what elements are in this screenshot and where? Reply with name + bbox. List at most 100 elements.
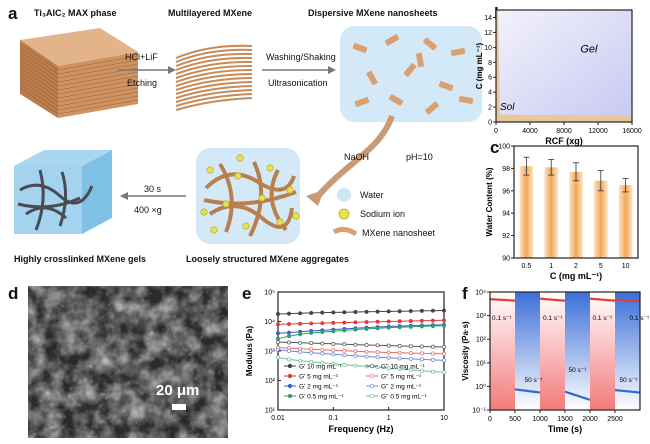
- data-point: [442, 344, 446, 349]
- data-point: [408, 351, 413, 356]
- legend-marker: [287, 363, 293, 369]
- data-point: [430, 318, 435, 323]
- schematic-a: [14, 26, 482, 244]
- data-point: [386, 325, 391, 330]
- data-point: [298, 311, 303, 316]
- y-tick-label: 98: [502, 166, 510, 173]
- x-tick-label: 10: [622, 263, 630, 270]
- viscosity-segment: [514, 388, 541, 394]
- data-point: [309, 321, 314, 326]
- data-point: [309, 310, 314, 315]
- arrow-washing: [262, 66, 336, 74]
- legend-marker: [287, 373, 293, 379]
- legend-entry: G' 0.5 mg mL⁻¹: [299, 394, 344, 401]
- arrow-centrifuge: [120, 192, 186, 200]
- data-point: [276, 331, 280, 336]
- data-point: [309, 359, 314, 364]
- data-point: [397, 344, 402, 348]
- data-point: [386, 366, 391, 371]
- data-point: [320, 351, 325, 356]
- data-point: [419, 318, 424, 323]
- data-point: [298, 340, 303, 345]
- x-tick-label: 10: [440, 415, 448, 422]
- y-tick-label: 96: [502, 188, 510, 195]
- data-point: [320, 341, 325, 346]
- legend-sodium-swatch: [338, 208, 350, 220]
- gel-cube: [14, 150, 112, 234]
- data-point: [353, 342, 358, 347]
- data-point: [320, 310, 325, 315]
- y-tick-label: 0: [488, 120, 492, 127]
- data-point: [364, 343, 369, 347]
- legend-entry: G'' 5 mg mL⁻¹: [381, 374, 422, 381]
- data-point: [419, 344, 424, 349]
- viscosity-segment: [564, 390, 591, 401]
- y-tick-label: 10: [484, 45, 492, 52]
- chart-e: 0.01 0.1 1 10 10¹ 10² 10³ 10⁴ 10⁵ Frequency (Hz) M…: [245, 290, 448, 435]
- legend-marker: [287, 383, 293, 389]
- data-point: [353, 320, 358, 325]
- x-tick-label: 0: [494, 128, 498, 135]
- data-point: [287, 334, 291, 339]
- legend-marker: [369, 393, 375, 399]
- y-tick-label: 10³: [265, 349, 276, 356]
- max-phase-title: Ti₃AlC₂ MAX phase: [34, 8, 117, 18]
- legend-entry: G' 2 mg mL⁻¹: [299, 384, 339, 391]
- data-point: [287, 311, 291, 316]
- data-point: [430, 369, 435, 374]
- step2-bottom-label: Ultrasonication: [268, 78, 328, 88]
- legend-sodium-label: Sodium ion: [360, 209, 406, 219]
- bar: [618, 185, 633, 258]
- data-point: [298, 358, 303, 363]
- data-point: [442, 318, 446, 323]
- viscosity-segment: [489, 298, 516, 302]
- x-tick-label: 1: [387, 415, 391, 422]
- viscosity-segment: [614, 298, 641, 303]
- data-point: [364, 354, 369, 359]
- data-point: [309, 341, 314, 346]
- step3-top-label: 30 s: [144, 184, 162, 194]
- legend-marker: [369, 373, 375, 379]
- data-point: [397, 325, 402, 330]
- data-point: [397, 350, 402, 355]
- data-point: [298, 332, 303, 337]
- data-point: [408, 356, 413, 361]
- data-point: [386, 355, 391, 360]
- data-point: [397, 309, 402, 314]
- y-tick-label: 94: [502, 211, 510, 218]
- data-point: [309, 350, 314, 355]
- rate-annotation: 50 s⁻¹: [525, 377, 544, 384]
- rate-annotation: 0.1 s⁻¹: [492, 315, 513, 322]
- chart-c: 0.5 1 2 5 10 90 92 94 96 98 100 C (mg mL⁻¹) Water Co…: [485, 144, 639, 281]
- bar: [593, 180, 608, 258]
- x-tick-label: 2: [574, 263, 578, 270]
- rate-annotation: 0.1 s⁻¹: [630, 315, 650, 322]
- x-tick-label: 0.01: [271, 415, 285, 422]
- chart-f: 0 500 1000 1500 2000 2500 10⁻¹ 10⁰ 10¹ 10² 10³ 10⁴ T…: [461, 290, 650, 435]
- aggregates-title: Loosely structured MXene aggregates: [186, 254, 350, 264]
- series-line: [277, 349, 445, 361]
- data-point: [442, 323, 446, 328]
- data-point: [309, 347, 314, 352]
- x-tick-label: 2000: [582, 416, 598, 423]
- data-point: [353, 349, 358, 354]
- y-tick-label: 100: [498, 144, 510, 151]
- data-point: [375, 350, 380, 355]
- data-point: [353, 363, 358, 368]
- y-tick-label: 10³: [476, 313, 487, 320]
- viscosity-segment: [614, 389, 641, 394]
- data-point: [442, 370, 446, 375]
- y-axis-label: C (mg mL⁻¹): [475, 42, 484, 89]
- data-point: [364, 320, 369, 324]
- arrow-etching: [118, 66, 176, 74]
- data-point: [342, 320, 347, 325]
- y-tick-label: 10⁴: [475, 290, 486, 297]
- data-point: [375, 326, 380, 331]
- data-point: [287, 330, 291, 335]
- scale-bar: [172, 404, 186, 410]
- data-point: [342, 328, 347, 333]
- data-point: [419, 308, 424, 313]
- data-point: [342, 362, 347, 367]
- data-point: [276, 336, 280, 341]
- ph-label: pH=10: [406, 152, 433, 162]
